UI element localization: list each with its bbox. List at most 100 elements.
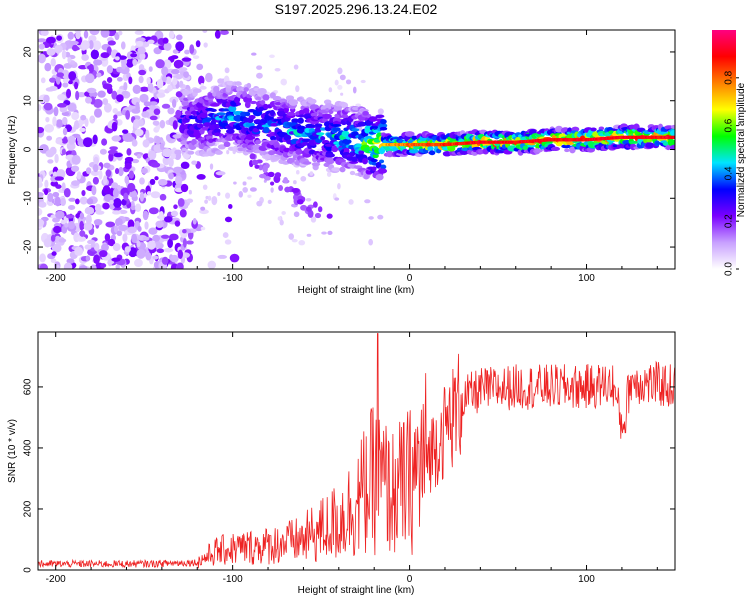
spectrogram-cell	[291, 238, 298, 243]
spectrogram-cell	[163, 247, 174, 253]
spectrogram-cell	[50, 180, 59, 187]
spectrogram-cell	[144, 221, 149, 230]
spectrogram-cell	[148, 207, 159, 215]
spectrogram-cell	[154, 239, 161, 249]
spectrogram-cell	[181, 57, 192, 62]
spectrogram-cell	[118, 166, 124, 177]
spectrogram-cell	[63, 63, 73, 69]
spectrogram-cell	[142, 210, 149, 221]
spectrogram-cell	[79, 265, 88, 269]
spectrogram-cell	[108, 152, 114, 162]
spectrogram-cell	[233, 181, 237, 185]
spectrogram-cell	[326, 171, 332, 177]
spectrogram-cell	[283, 134, 292, 141]
spectrogram-cell	[251, 159, 259, 166]
spectrogram-cell	[52, 191, 60, 198]
spectrogram-cell	[72, 44, 79, 52]
spectrogram-cell	[141, 167, 148, 174]
spectrogram-ytick-label: 0	[23, 146, 34, 152]
spectrogram-cell	[54, 196, 61, 207]
spectrogram-cell	[138, 69, 147, 76]
spectrogram-cell	[160, 234, 170, 239]
spectrogram-cell	[80, 40, 90, 50]
spectrogram-cell	[310, 216, 317, 223]
spectrogram-cell	[310, 112, 318, 117]
spectrogram-cell	[98, 169, 103, 180]
spectrogram-cell	[137, 46, 146, 55]
snr-series-line	[38, 333, 675, 569]
spectrogram-cell	[300, 176, 307, 182]
spectrogram-cell	[38, 192, 44, 197]
spectrogram-cell	[85, 255, 90, 262]
spectrogram-ytick-label: 10	[23, 95, 34, 107]
spectrogram-cell	[139, 177, 145, 185]
spectrogram-cell	[447, 145, 456, 152]
spectrogram-cell	[159, 119, 166, 129]
spectrogram-cell	[174, 149, 182, 155]
spectrogram-cell	[535, 143, 541, 150]
spectrogram-cell	[295, 169, 300, 175]
spectrogram-cell	[186, 240, 194, 245]
spectrogram-cell	[51, 243, 62, 253]
spectrogram-cell	[84, 244, 92, 250]
spectrogram-cell	[368, 116, 378, 122]
colorbar-scale	[712, 30, 736, 269]
spectrogram-cell	[314, 212, 322, 219]
spectrogram-cell	[74, 81, 79, 90]
colorbar-tick-label: 0.6	[724, 118, 735, 132]
spectrogram-cell	[161, 256, 169, 265]
spectrogram-cell	[295, 85, 300, 93]
spectrogram-cell	[364, 199, 371, 204]
spectrogram-cell	[629, 140, 639, 144]
spectrogram-cell	[39, 144, 49, 154]
spectrogram-cell	[92, 134, 98, 145]
spectrogram-xlabel: Height of straight line (km)	[298, 285, 415, 296]
spectrogram-cell	[191, 160, 198, 165]
spectrogram-cell	[362, 157, 368, 165]
spectrogram-cell	[121, 60, 126, 70]
spectrogram-cell	[293, 211, 300, 218]
colorbar-tick-label: 0.8	[724, 70, 735, 84]
spectrogram-cell	[184, 49, 190, 55]
spectrogram-cell	[75, 90, 80, 101]
spectrogram-cell	[284, 186, 291, 193]
spectrogram-cell	[85, 214, 92, 225]
spectrogram-cell	[209, 163, 214, 170]
spectrogram-cell	[132, 118, 141, 129]
spectrogram-cell	[62, 127, 68, 136]
spectrogram-cell	[214, 30, 221, 39]
spectrogram-cell	[200, 226, 206, 231]
colorbar-tick-label: 0.2	[724, 214, 735, 228]
spectrogram-cell	[306, 233, 312, 237]
spectrogram-cell	[46, 36, 56, 44]
spectrogram-cell	[139, 191, 145, 202]
spectrogram-cell	[38, 218, 45, 227]
spectrogram-cell	[296, 199, 304, 205]
spectrogram-cell	[167, 107, 175, 115]
spectrogram-cell	[210, 102, 220, 107]
spectrogram-cell	[66, 258, 75, 264]
spectrogram-cell	[193, 130, 202, 138]
spectrogram-cell	[181, 100, 189, 107]
spectrogram-cell	[50, 58, 56, 67]
spectrogram-cell	[375, 161, 382, 169]
spectrogram-cell	[156, 92, 166, 98]
spectrogram-cell	[315, 126, 322, 132]
spectrogram-xtick-label: 0	[407, 273, 413, 284]
spectrogram-cell	[154, 176, 159, 181]
spectrogram-cell	[237, 147, 244, 152]
spectrogram-cell	[61, 49, 67, 60]
spectrogram-cell	[102, 175, 108, 185]
spectrogram-cell	[93, 156, 99, 166]
spectrogram-cell	[235, 102, 242, 106]
spectrogram-cell	[254, 164, 260, 169]
spectrogram-cell	[192, 88, 202, 93]
spectrogram-cell	[149, 115, 158, 121]
spectrogram-cell	[305, 206, 312, 212]
spectrogram-cell	[249, 153, 256, 160]
spectrogram-cell	[170, 154, 176, 160]
spectrogram-cell	[281, 211, 286, 215]
spectrogram-cell	[122, 129, 129, 134]
snr-xtick-label: 0	[407, 574, 413, 585]
spectrogram-cell	[368, 238, 374, 246]
